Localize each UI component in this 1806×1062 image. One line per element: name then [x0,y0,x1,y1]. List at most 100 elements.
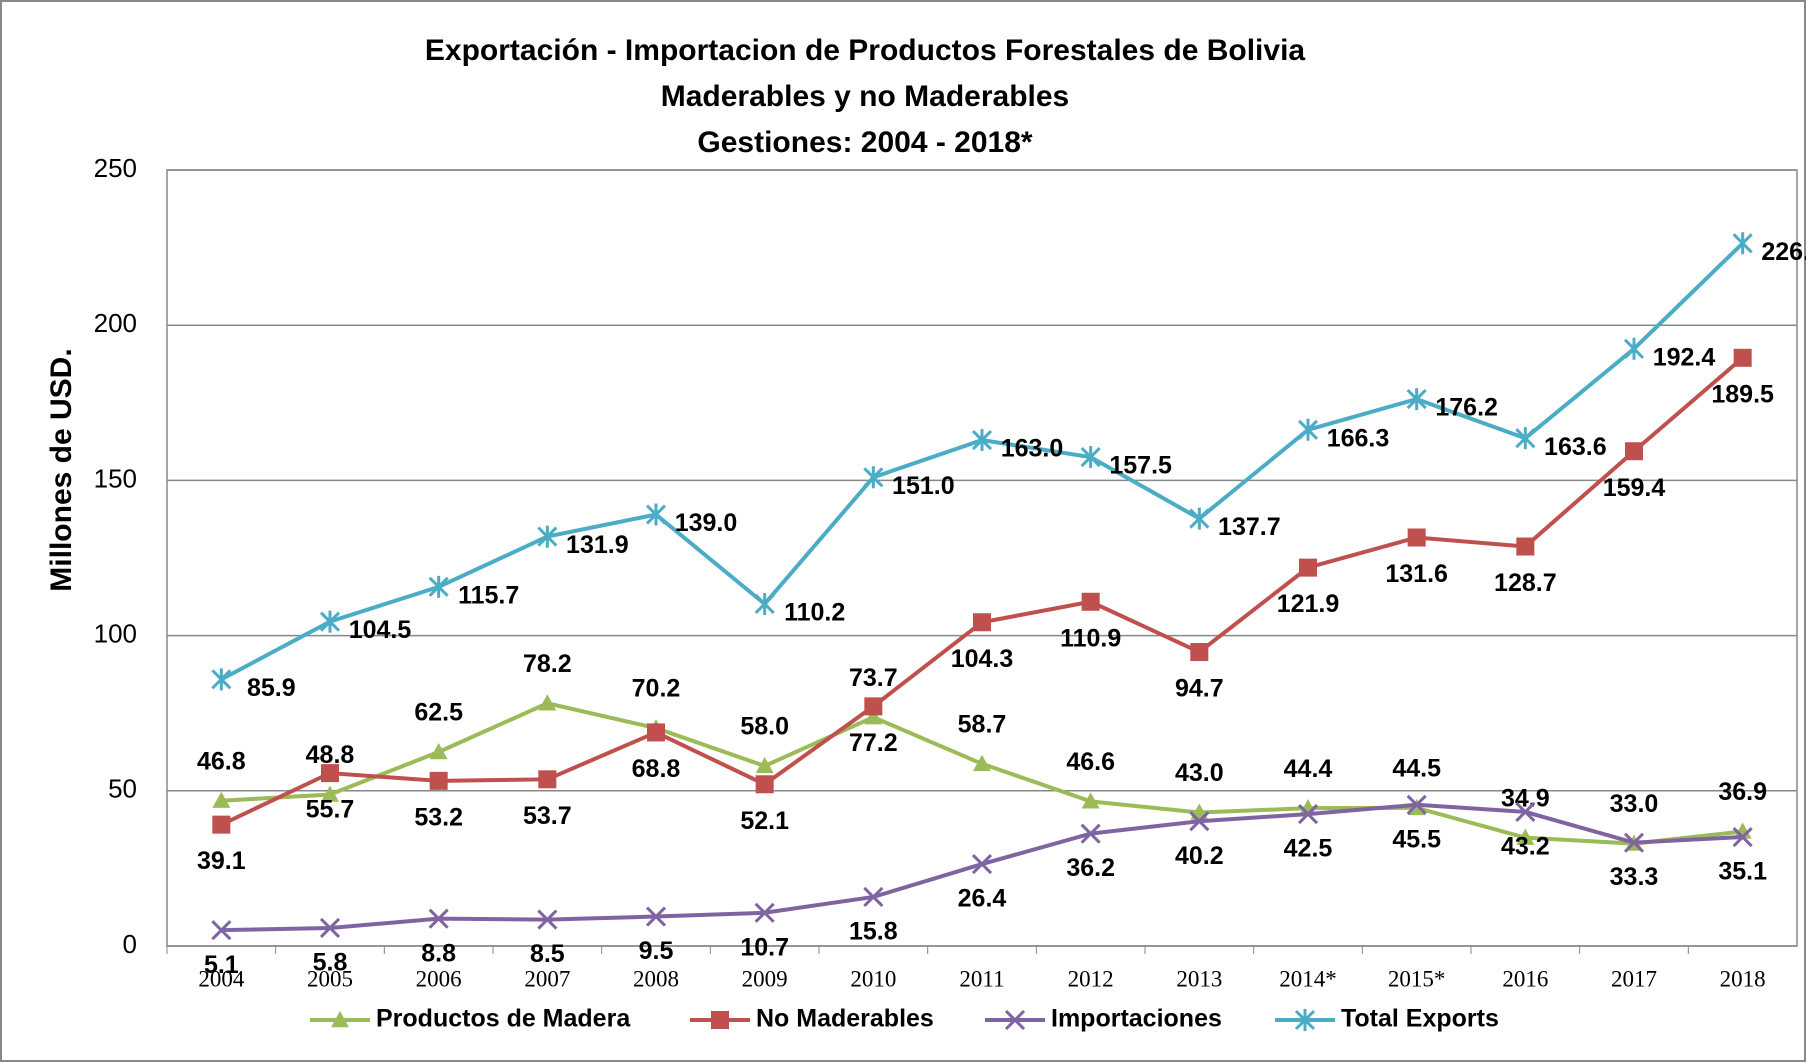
marker [1406,794,1427,815]
data-label: 44.5 [1392,754,1441,782]
marker [1732,232,1753,255]
x-tick-label: 2012 [1068,966,1114,991]
y-tick-label: 150 [94,463,137,493]
marker [1623,337,1645,360]
x-tick-label: 2014* [1279,966,1337,991]
marker [1299,558,1317,577]
marker [538,770,557,789]
marker [864,708,883,725]
data-label: 137.7 [1218,513,1281,541]
data-label: 176.2 [1435,394,1498,422]
marker [331,1011,349,1028]
data-label: 26.4 [958,885,1007,913]
x-tick-label: 2004 [198,966,245,991]
data-label: 110.9 [1060,624,1121,652]
data-label: 36.2 [1066,854,1115,882]
data-label: 62.5 [414,699,463,727]
y-tick-label: 250 [94,153,137,183]
y-tick-label: 0 [123,929,137,959]
legend-item: No Maderables [690,1005,934,1033]
marker [863,466,884,489]
x-tick-label: 2009 [742,966,788,991]
marker [211,668,232,691]
marker [971,853,993,875]
x-tick-label: 2008 [633,966,679,991]
x-tick-label: 2016 [1502,966,1548,991]
legend-label: Total Exports [1341,1005,1499,1033]
marker [319,610,341,633]
x-tick-label: 2010 [850,966,896,991]
data-label: 44.4 [1284,755,1333,783]
legend-item: Total Exports [1275,1005,1499,1033]
marker [754,902,775,923]
data-label: 159.4 [1603,474,1666,502]
y-tick-label: 200 [94,308,137,338]
marker [1733,348,1752,367]
marker [428,908,449,929]
marker [1406,388,1427,411]
data-label: 35.1 [1718,858,1767,886]
x-tick-label: 2011 [959,966,1004,991]
data-label: 10.7 [740,933,789,961]
marker [1080,446,1101,469]
marker [1623,832,1645,853]
marker [429,743,448,760]
data-label: 58.0 [740,713,789,741]
data-label: 139.0 [675,509,738,537]
data-label: 46.8 [197,747,246,775]
marker [1081,792,1100,809]
marker [1081,592,1100,611]
data-label: 163.0 [1001,435,1064,463]
data-label: 36.9 [1718,778,1767,806]
data-label: 42.5 [1284,835,1333,863]
marker [537,909,558,930]
marker [645,906,667,927]
x-tick-label: 2007 [524,966,570,991]
data-label: 55.7 [306,796,355,824]
legend-item: Productos de Madera [310,1005,631,1033]
y-tick-label: 100 [94,618,137,648]
marker [1732,826,1753,848]
data-label: 68.8 [632,755,681,783]
data-label: 5.1 [204,951,239,979]
legend-label: No Maderables [756,1005,934,1033]
data-label: 104.5 [349,616,412,644]
marker [755,756,774,774]
marker [1516,537,1535,556]
data-label: 94.7 [1175,675,1224,703]
y-axis-label: Millones de USD. [45,348,78,591]
data-label: 5.8 [313,949,348,977]
data-label: 9.5 [639,937,674,965]
legend-label: Importaciones [1051,1005,1222,1033]
x-tick-label: 2017 [1611,966,1657,991]
x-tick-label: 2013 [1176,966,1222,991]
y-tick-label: 50 [108,774,137,804]
data-label: 39.1 [197,847,246,875]
data-label: 46.6 [1066,748,1115,776]
marker [647,723,665,742]
marker [1516,828,1535,845]
marker [211,920,232,941]
data-label: 189.5 [1711,380,1774,408]
data-label: 77.2 [849,729,898,757]
data-label: 115.7 [458,581,519,609]
marker [1297,418,1319,441]
data-label: 70.2 [632,675,681,703]
data-label: 52.1 [740,807,789,835]
data-label: 43.0 [1175,759,1224,787]
marker [428,575,449,598]
marker [863,886,884,908]
marker [754,592,775,615]
marker [973,754,991,771]
data-label: 78.2 [523,650,572,678]
marker [319,917,341,939]
marker [1294,1009,1316,1031]
chart-title: Exportación - Importacion de Productos F… [425,34,1305,67]
data-label: 104.3 [951,645,1014,673]
data-label: 34.9 [1501,784,1550,812]
data-label: 121.9 [1277,590,1340,618]
marker [1407,528,1426,547]
data-label: 33.3 [1610,863,1659,891]
marker [212,815,231,834]
